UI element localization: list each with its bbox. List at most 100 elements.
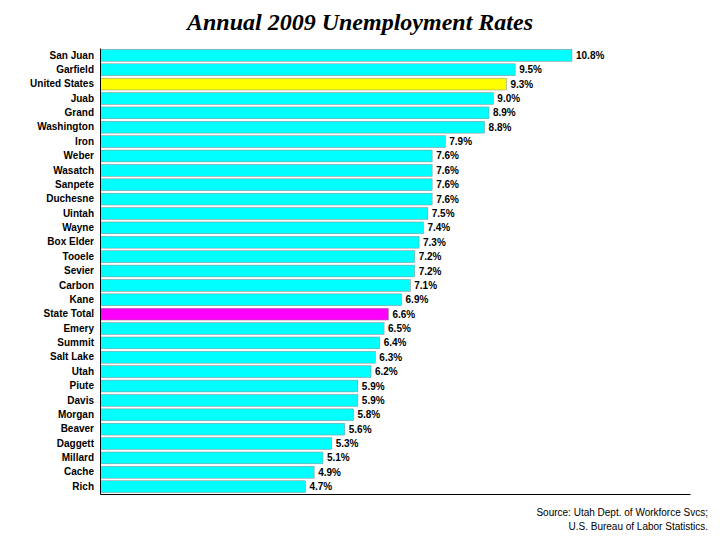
y-tick-label: Wasatch bbox=[53, 165, 94, 176]
y-tick-label: Utah bbox=[72, 366, 94, 377]
y-tick: Tooele bbox=[63, 251, 100, 262]
y-tick-label: Tooele bbox=[63, 251, 95, 262]
data-label: 9.0% bbox=[497, 93, 520, 104]
y-tick-label: Morgan bbox=[58, 409, 94, 420]
bar bbox=[100, 466, 314, 478]
bar bbox=[100, 236, 419, 248]
bar bbox=[100, 121, 485, 133]
y-tick-label: Weber bbox=[64, 150, 94, 161]
y-tick-label: Salt Lake bbox=[50, 351, 94, 362]
y-tick: Salt Lake bbox=[50, 351, 100, 362]
bar bbox=[100, 136, 445, 148]
bar bbox=[100, 395, 358, 407]
chart-svg: Annual 2009 Unemployment Rates San Juan Ga… bbox=[0, 0, 720, 540]
bar bbox=[100, 251, 415, 263]
y-tick: Piute bbox=[70, 380, 100, 391]
data-label: 9.3% bbox=[510, 79, 533, 90]
bar bbox=[100, 423, 345, 435]
y-tick-label: Washington bbox=[37, 121, 94, 132]
y-tick: Duchesne bbox=[46, 193, 100, 204]
y-tick-label: Emery bbox=[63, 323, 94, 334]
bar bbox=[100, 107, 489, 119]
data-label: 7.9% bbox=[449, 136, 472, 147]
data-label: 10.8% bbox=[576, 50, 604, 61]
y-tick-label: Duchesne bbox=[46, 193, 94, 204]
y-tick-label: Uintah bbox=[63, 208, 94, 219]
y-tick: San Juan bbox=[50, 50, 100, 61]
y-tick-label: Box Elder bbox=[47, 236, 94, 247]
annotation: U.S. Bureau of Labor Statistics. bbox=[568, 521, 708, 532]
chart-title: Annual 2009 Unemployment Rates bbox=[185, 9, 533, 35]
y-tick: Uintah bbox=[63, 208, 100, 219]
annotation: Source: Utah Dept. of Workforce Svcs; bbox=[536, 507, 708, 518]
bar bbox=[100, 308, 388, 320]
y-tick-label: Carbon bbox=[59, 280, 94, 291]
bar bbox=[100, 49, 572, 61]
data-label: 6.5% bbox=[388, 323, 411, 334]
bar bbox=[100, 279, 410, 291]
data-label: 7.6% bbox=[436, 150, 459, 161]
data-label: 5.8% bbox=[357, 409, 380, 420]
data-label: 7.2% bbox=[419, 266, 442, 277]
x-axis bbox=[101, 494, 691, 495]
bar bbox=[100, 481, 305, 493]
data-label: 4.7% bbox=[309, 481, 332, 492]
y-tick-label: State Total bbox=[44, 308, 95, 319]
data-label: 7.6% bbox=[436, 194, 459, 205]
bar bbox=[100, 78, 506, 90]
data-label: 5.9% bbox=[362, 381, 385, 392]
y-tick: Summit bbox=[57, 337, 100, 348]
y-tick-label: Garfield bbox=[56, 64, 94, 75]
y-tick: Sanpete bbox=[55, 179, 100, 190]
y-tick-label: United States bbox=[30, 78, 94, 89]
bar bbox=[100, 380, 358, 392]
y-tick: Utah bbox=[72, 366, 100, 377]
data-label: 5.1% bbox=[327, 452, 350, 463]
y-tick-label: Sanpete bbox=[55, 179, 94, 190]
y-tick-label: San Juan bbox=[50, 50, 94, 61]
y-tick-label: Daggett bbox=[57, 438, 95, 449]
y-tick: Box Elder bbox=[47, 236, 100, 247]
bar bbox=[100, 351, 375, 363]
data-label: 6.2% bbox=[375, 366, 398, 377]
bar bbox=[100, 409, 353, 421]
bar bbox=[100, 208, 428, 220]
chart-container: Annual 2009 Unemployment Rates San Juan Ga… bbox=[0, 0, 720, 540]
bar bbox=[100, 150, 432, 162]
data-label: 7.6% bbox=[436, 179, 459, 190]
y-tick: Iron bbox=[75, 136, 100, 147]
data-label: 8.9% bbox=[493, 107, 516, 118]
data-label: 8.8% bbox=[489, 122, 512, 133]
y-tick-label: Piute bbox=[70, 380, 95, 391]
data-label: 5.9% bbox=[362, 395, 385, 406]
y-tick: United States bbox=[30, 78, 100, 89]
x-axis-line bbox=[101, 494, 691, 495]
y-tick: Kane bbox=[70, 294, 100, 305]
bar bbox=[100, 164, 432, 176]
data-label: 5.3% bbox=[336, 438, 359, 449]
data-label: 6.6% bbox=[392, 309, 415, 320]
y-tick: Carbon bbox=[59, 280, 100, 291]
y-tick: Millard bbox=[62, 452, 100, 463]
data-label: 7.6% bbox=[436, 165, 459, 176]
y-tick: Grand bbox=[65, 107, 100, 118]
y-tick: Emery bbox=[63, 323, 100, 334]
y-tick: Rich bbox=[72, 481, 100, 492]
y-tick: Davis bbox=[67, 395, 100, 406]
y-tick-label: Rich bbox=[72, 481, 94, 492]
bar bbox=[100, 64, 515, 76]
bar bbox=[100, 193, 432, 205]
y-tick-label: Kane bbox=[70, 294, 95, 305]
bar bbox=[100, 179, 432, 191]
bar bbox=[100, 323, 384, 335]
y-tick: Sevier bbox=[64, 265, 100, 276]
bar bbox=[100, 294, 402, 306]
y-tick-label: Grand bbox=[65, 107, 94, 118]
y-tick-label: Davis bbox=[67, 395, 94, 406]
y-tick-label: Summit bbox=[57, 337, 94, 348]
bar bbox=[100, 222, 423, 234]
data-label: 7.4% bbox=[427, 222, 450, 233]
annotations: Source: Utah Dept. of Workforce Svcs; U.S… bbox=[536, 507, 708, 532]
data-label: 7.1% bbox=[414, 280, 437, 291]
bars bbox=[100, 49, 572, 492]
